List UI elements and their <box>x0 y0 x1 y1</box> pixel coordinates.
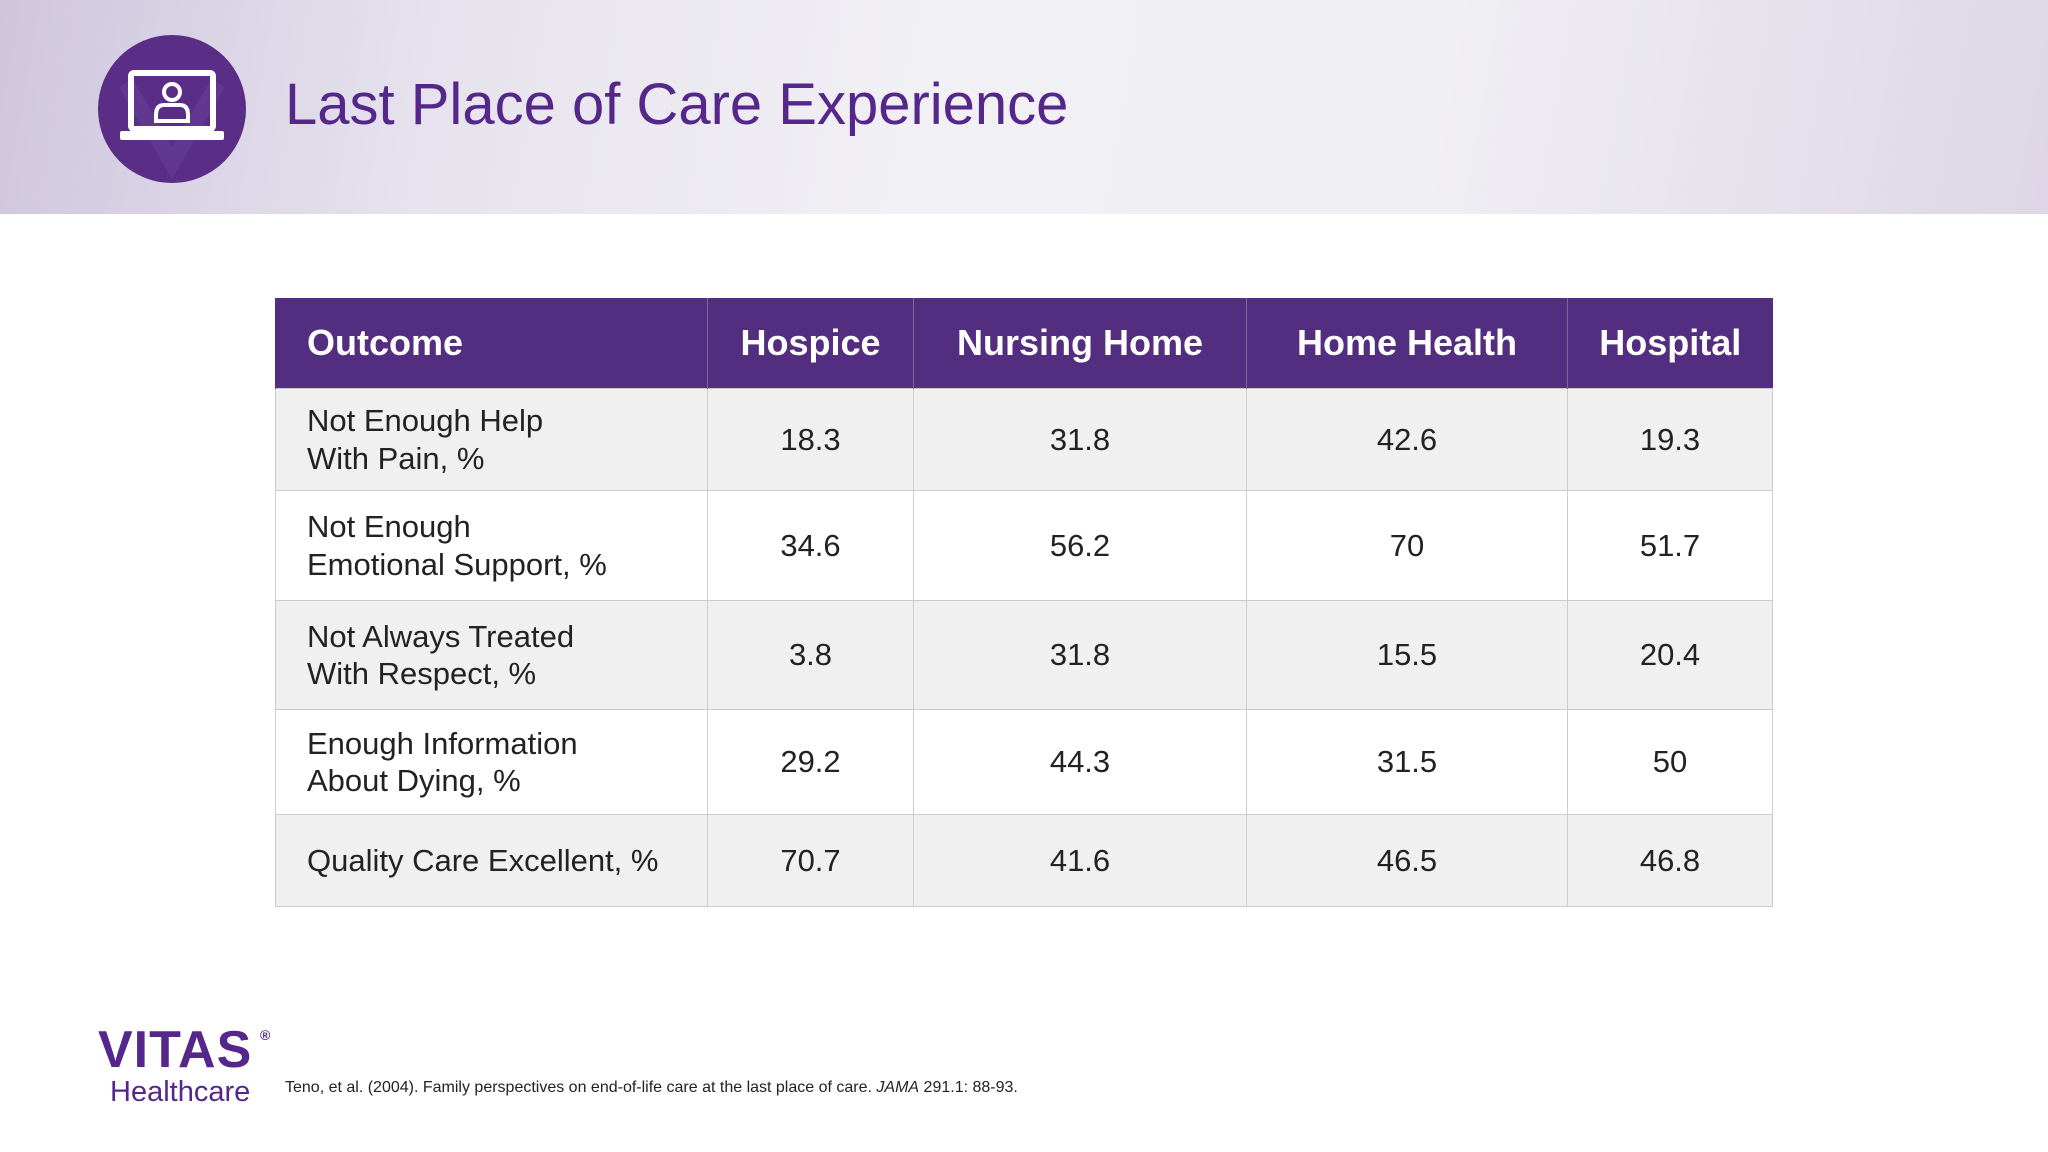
citation-details: 291.1: 88-93. <box>923 1079 1018 1096</box>
care-outcomes-table: Outcome Hospice Nursing Home Home Health… <box>275 298 1773 907</box>
cell-hospital: 19.3 <box>1567 388 1773 491</box>
table-row: Not Enough Help With Pain, % 18.3 31.8 4… <box>275 388 1773 491</box>
table-row: Not Always Treated With Respect, % 3.8 3… <box>275 600 1773 710</box>
outcome-label: Not Enough Emotional Support, % <box>275 490 708 601</box>
logo-subtitle: Healthcare <box>110 1076 251 1108</box>
outcome-label: Enough Information About Dying, % <box>275 709 708 815</box>
table-header-row: Outcome Hospice Nursing Home Home Health… <box>275 298 1773 389</box>
cell-home-health: 31.5 <box>1246 709 1568 815</box>
cell-home-health: 70 <box>1246 490 1568 601</box>
outcome-label: Not Always Treated With Respect, % <box>275 600 708 710</box>
cell-hospital: 20.4 <box>1567 600 1773 710</box>
cell-hospice: 34.6 <box>707 490 914 601</box>
column-header-nursing-home: Nursing Home <box>913 298 1247 389</box>
citation-text: Teno, et al. (2004). Family perspectives… <box>285 1079 872 1096</box>
outcome-label: Quality Care Excellent, % <box>275 814 708 907</box>
citation: Teno, et al. (2004). Family perspectives… <box>285 1079 1018 1097</box>
table-row: Not Enough Emotional Support, % 34.6 56.… <box>275 490 1773 601</box>
column-header-hospital: Hospital <box>1567 298 1773 389</box>
cell-hospital: 46.8 <box>1567 814 1773 907</box>
cell-home-health: 42.6 <box>1246 388 1568 491</box>
cell-hospice: 70.7 <box>707 814 914 907</box>
logo-name: VITAS <box>98 1021 253 1079</box>
cell-nursing-home: 31.8 <box>913 600 1247 710</box>
cell-nursing-home: 56.2 <box>913 490 1247 601</box>
table-row: Enough Information About Dying, % 29.2 4… <box>275 709 1773 815</box>
cell-home-health: 46.5 <box>1246 814 1568 907</box>
vitas-logo: VITAS ® Healthcare <box>98 1021 272 1109</box>
cell-hospice: 29.2 <box>707 709 914 815</box>
cell-hospice: 18.3 <box>707 388 914 491</box>
cell-hospital: 50 <box>1567 709 1773 815</box>
citation-journal: JAMA <box>876 1079 920 1096</box>
outcome-label: Not Enough Help With Pain, % <box>275 388 708 491</box>
registered-mark: ® <box>260 1027 272 1043</box>
column-header-hospice: Hospice <box>707 298 914 389</box>
table-row: Quality Care Excellent, % 70.7 41.6 46.5… <box>275 814 1773 907</box>
laptop-user-icon <box>98 35 246 183</box>
cell-hospital: 51.7 <box>1567 490 1773 601</box>
cell-home-health: 15.5 <box>1246 600 1568 710</box>
cell-nursing-home: 41.6 <box>913 814 1247 907</box>
cell-nursing-home: 44.3 <box>913 709 1247 815</box>
cell-nursing-home: 31.8 <box>913 388 1247 491</box>
column-header-home-health: Home Health <box>1246 298 1568 389</box>
cell-hospice: 3.8 <box>707 600 914 710</box>
column-header-outcome: Outcome <box>275 298 708 389</box>
header-band <box>0 0 2048 214</box>
logo-wordmark: VITAS ® <box>98 1021 272 1079</box>
page-title: Last Place of Care Experience <box>285 72 1069 137</box>
